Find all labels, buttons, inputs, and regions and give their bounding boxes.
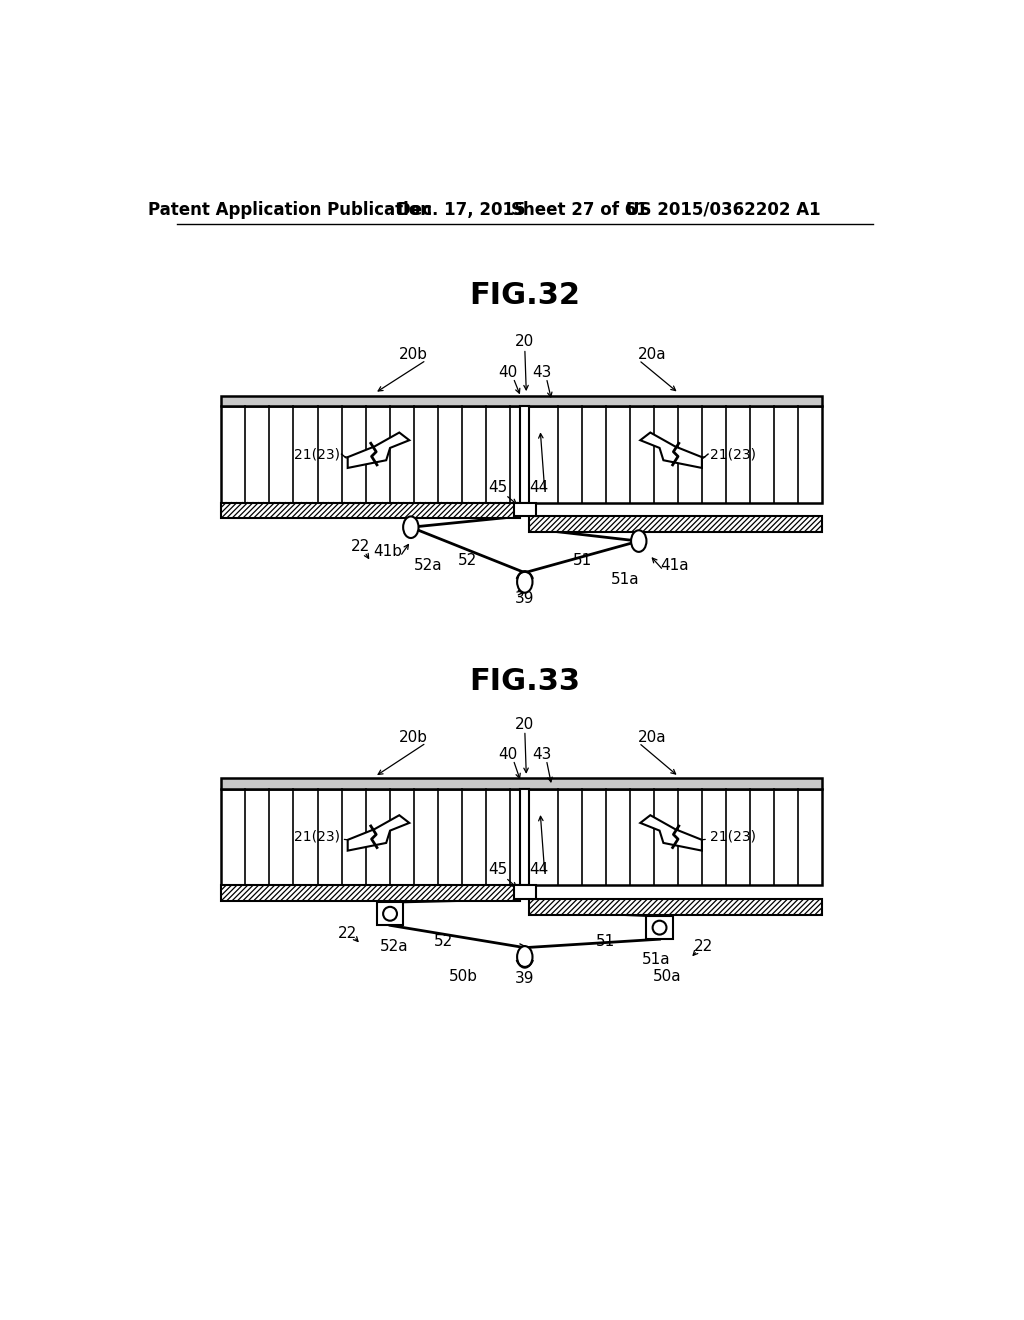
Bar [221,779,822,789]
Text: 45: 45 [488,862,508,878]
Text: 52a: 52a [415,558,442,573]
Text: 43: 43 [532,747,552,762]
Polygon shape [348,816,410,850]
Text: 20a: 20a [638,730,667,744]
Polygon shape [640,816,701,850]
Text: 40: 40 [499,747,517,762]
Text: Dec. 17, 2015: Dec. 17, 2015 [397,201,526,219]
Text: 39: 39 [515,972,535,986]
Text: 20a: 20a [638,347,667,362]
Ellipse shape [383,907,397,921]
Text: 21(23): 21(23) [294,830,340,843]
Text: US 2015/0362202 A1: US 2015/0362202 A1 [626,201,821,219]
Ellipse shape [652,921,667,935]
Text: 45: 45 [488,479,508,495]
Ellipse shape [517,572,532,593]
Text: 20b: 20b [398,730,428,744]
Text: 22: 22 [338,925,357,941]
Bar [529,516,822,532]
Text: 52a: 52a [380,939,409,953]
Text: 43: 43 [532,364,552,380]
Text: 40: 40 [499,364,517,380]
Bar [221,886,520,900]
Bar [221,396,822,407]
Ellipse shape [403,516,419,539]
Bar [520,407,529,503]
Text: 22: 22 [351,539,371,554]
Text: Sheet 27 of 61: Sheet 27 of 61 [511,201,648,219]
Text: 21(23): 21(23) [710,447,756,461]
Bar [221,789,822,886]
Text: 41a: 41a [660,558,689,573]
Text: 51: 51 [572,553,592,568]
Text: FIG.32: FIG.32 [469,281,581,310]
Text: 20b: 20b [398,347,428,362]
Text: 50a: 50a [653,969,682,983]
Text: Patent Application Publication: Patent Application Publication [147,201,432,219]
Bar [529,899,822,915]
Ellipse shape [631,531,646,552]
Text: 39: 39 [515,591,535,606]
Text: 20: 20 [515,334,535,350]
Text: 52: 52 [434,935,454,949]
Ellipse shape [517,946,532,968]
Bar [377,903,403,925]
Polygon shape [640,433,701,469]
Text: 22: 22 [694,940,713,954]
Text: 51: 51 [596,935,615,949]
Bar [520,789,529,886]
Text: 52: 52 [458,553,477,568]
Bar [514,886,536,899]
Text: 51a: 51a [610,572,639,587]
Bar [221,503,520,517]
Text: 50b: 50b [449,969,478,983]
Text: 51a: 51a [641,953,670,968]
Text: FIG.33: FIG.33 [469,668,581,697]
Polygon shape [348,433,410,469]
Text: 21(23): 21(23) [710,830,756,843]
Text: 20: 20 [515,717,535,731]
Bar [514,503,536,516]
Text: 44: 44 [529,862,548,878]
Text: 41b: 41b [373,544,402,560]
Text: 21(23): 21(23) [294,447,340,461]
Bar [221,407,822,503]
Text: 44: 44 [529,479,548,495]
Bar [646,916,673,940]
